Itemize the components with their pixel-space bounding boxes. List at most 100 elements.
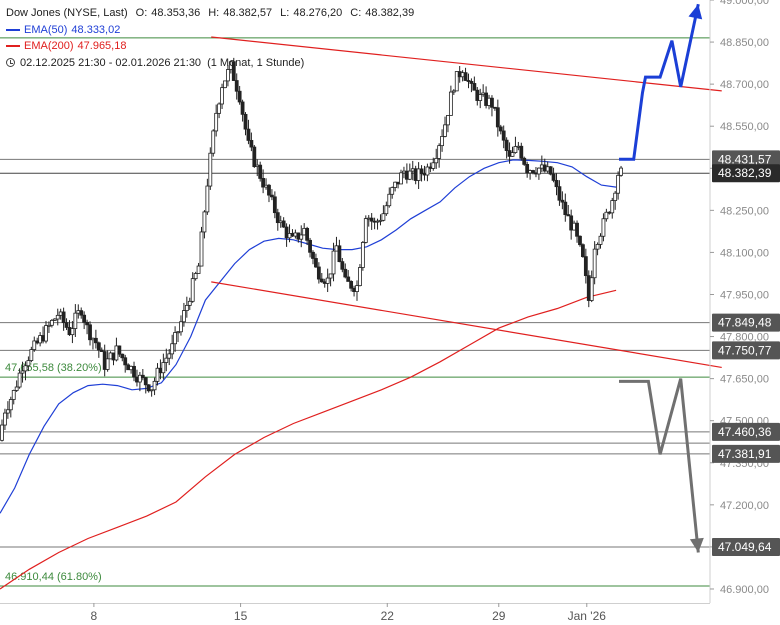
x-tick-label: Jan '26: [568, 609, 607, 623]
price-tag-label: 47.381,91: [718, 447, 772, 461]
candle-body: [311, 251, 315, 259]
candle-body: [88, 324, 92, 341]
candle-body: [170, 343, 175, 355]
candle-body: [560, 199, 565, 203]
candle-body: [93, 337, 98, 344]
candle-body: [208, 152, 213, 187]
candle-body: [223, 80, 227, 89]
candle-body: [149, 389, 154, 392]
ema50-swatch: [6, 28, 20, 31]
candle-body: [360, 242, 365, 268]
candle-body: [513, 146, 518, 153]
moving-averages: [0, 159, 617, 590]
candle-body: [419, 168, 424, 175]
candle-body: [469, 80, 474, 84]
candle-body: [399, 172, 403, 185]
candle-body: [55, 314, 60, 320]
price-tag-label: 47.049,64: [718, 540, 772, 554]
candle-body: [47, 324, 51, 327]
price-tag: [712, 313, 780, 332]
candle-body: [346, 276, 351, 282]
candle-body: [495, 107, 500, 128]
y-tick-label: 48.850,00: [720, 37, 769, 49]
candle-body: [472, 83, 477, 91]
candle-body: [510, 152, 515, 157]
candle-body: [305, 227, 310, 241]
candle-body: [202, 211, 207, 233]
candle-body: [284, 226, 289, 239]
ema50-line: [0, 159, 617, 514]
candle-body: [578, 235, 582, 246]
y-tick-label: 47.950,00: [720, 289, 769, 301]
y-tick-label: 49.000,00: [720, 0, 769, 7]
candle-body: [14, 386, 19, 391]
clock-icon: [6, 58, 15, 68]
candle-body: [437, 145, 442, 159]
candle-body: [490, 97, 494, 108]
candle-body: [331, 250, 336, 275]
ema50-value: 48.333,02: [71, 23, 121, 36]
y-tick-label: 48.550,00: [720, 121, 769, 133]
x-tick-label: 15: [234, 609, 248, 623]
ema200-value: 47.965,18: [77, 40, 127, 52]
candle-body: [196, 265, 201, 274]
candle-body: [82, 314, 87, 323]
price-tag-label: 47.750,77: [718, 343, 772, 357]
candle-body: [193, 273, 198, 280]
candle-body: [155, 367, 160, 382]
candle-body: [261, 178, 266, 188]
candle-body: [146, 384, 151, 392]
candle-body: [343, 268, 348, 278]
candle-body: [393, 181, 398, 188]
candle-body: [152, 380, 157, 391]
candle-body: [0, 424, 4, 441]
candle-body: [355, 285, 359, 292]
candle-body: [184, 304, 189, 312]
candle-body: [340, 261, 345, 270]
candle-body: [70, 328, 75, 336]
y-tick-label: 48.100,00: [720, 247, 769, 259]
legend-ema50-row: EMA(50) 48.333,02: [6, 22, 414, 39]
price-tag: [712, 444, 780, 463]
candle-body: [217, 103, 222, 114]
candle-body: [407, 170, 412, 180]
candle-body: [440, 135, 444, 147]
candle-body: [214, 112, 219, 132]
candle-body: [381, 213, 386, 221]
low-label: L:: [280, 7, 290, 19]
projections: [619, 3, 704, 553]
candle-body: [61, 311, 66, 323]
candle-body: [595, 244, 600, 250]
candle-body: [231, 61, 236, 81]
fib-label: 46.910,44 (61.80%): [5, 571, 102, 583]
candle-body: [337, 245, 342, 263]
candle-body: [548, 166, 553, 175]
candle-body: [519, 145, 524, 159]
candle-body: [589, 277, 594, 301]
candle-body: [299, 234, 304, 240]
candle-body: [563, 201, 568, 216]
candle-body: [237, 90, 242, 103]
candle-body: [73, 312, 78, 329]
candle-body: [246, 128, 251, 141]
y-tick-label: 48.250,00: [720, 205, 769, 217]
candle-body: [26, 360, 31, 367]
candle-body: [443, 124, 447, 137]
close-label: C:: [350, 7, 362, 19]
candle-body: [390, 187, 395, 195]
candle-body: [363, 218, 368, 243]
low-value: 48.276,20: [293, 7, 343, 19]
candle-body: [325, 277, 330, 284]
candle-body: [105, 358, 110, 370]
trend-lines: [211, 36, 722, 369]
candlesticks: [0, 57, 623, 442]
candle-body: [498, 126, 503, 132]
y-tick-label: 47.650,00: [720, 374, 769, 386]
candle-body: [176, 331, 180, 334]
legend-period-row: 02.12.2025 21:30 - 02.01.2026 21:30 (1 M…: [6, 55, 414, 72]
candle-body: [387, 193, 392, 207]
candle-body: [211, 130, 216, 154]
candle-body: [199, 231, 204, 267]
candle-body: [613, 192, 618, 201]
